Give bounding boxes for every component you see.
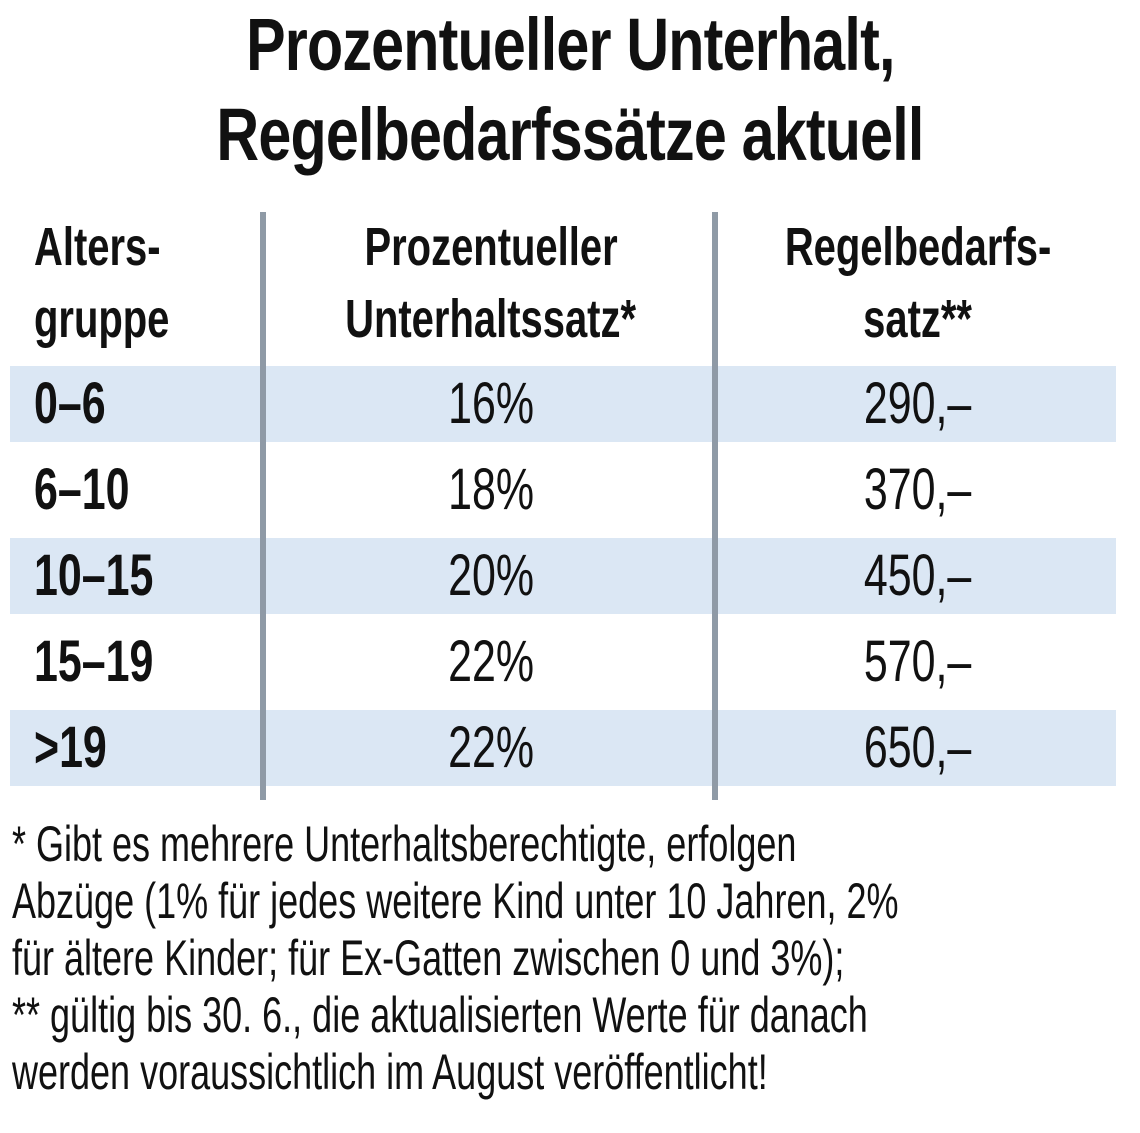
row-5-percent: 22% <box>448 715 534 780</box>
header-amount-line-1: Regelbedarfs- <box>784 217 1052 277</box>
row-4-amount: 570,– <box>864 629 972 694</box>
page-title-line-1: Prozentueller Unterhalt, <box>245 3 895 86</box>
footnote-line-1: * Gibt es mehrere Unterhaltsberechtigte,… <box>12 816 797 872</box>
header-age-line-2: gruppe <box>34 289 170 349</box>
footnote-line-3: für ältere Kinder; für Ex-Gatten zwische… <box>12 930 845 986</box>
column-divider-1 <box>260 212 266 800</box>
page-title-line-2: Regelbedarfssätze aktuell <box>216 93 924 176</box>
maintenance-table: Alters- gruppe Prozentueller Unterhaltss… <box>0 208 1140 800</box>
header-percent-line-2: Unterhaltssatz* <box>345 289 637 349</box>
row-1-percent: 16% <box>448 371 534 436</box>
row-2-age: 6–10 <box>34 457 130 522</box>
row-band-3 <box>10 538 1116 614</box>
row-2-amount: 370,– <box>864 457 972 522</box>
row-4-percent: 22% <box>448 629 534 694</box>
row-3-amount: 450,– <box>864 543 972 608</box>
footnote-line-2: Abzüge (1% für jedes weitere Kind unter … <box>12 873 899 929</box>
header-percent-line-1: Prozentueller <box>364 217 618 277</box>
row-band-5 <box>10 710 1116 786</box>
row-3-percent: 20% <box>448 543 534 608</box>
row-5-amount: 650,– <box>864 715 972 780</box>
row-1-amount: 290,– <box>864 371 972 436</box>
footnote-line-5: werden voraussichtlich im August veröffe… <box>12 1044 768 1100</box>
row-band-1 <box>10 366 1116 442</box>
footnotes: * Gibt es mehrere Unterhaltsberechtigte,… <box>12 816 1132 1101</box>
footnote-line-4: ** gültig bis 30. 6., die aktualisierten… <box>12 987 868 1043</box>
row-3-age: 10–15 <box>34 543 154 608</box>
row-2-percent: 18% <box>448 457 534 522</box>
row-5-age: >19 <box>34 715 107 780</box>
header-age-line-1: Alters- <box>34 217 161 277</box>
header-amount-line-2: satz** <box>863 289 973 349</box>
row-4-age: 15–19 <box>34 629 154 694</box>
column-divider-2 <box>712 212 718 800</box>
row-1-age: 0–6 <box>34 371 106 436</box>
